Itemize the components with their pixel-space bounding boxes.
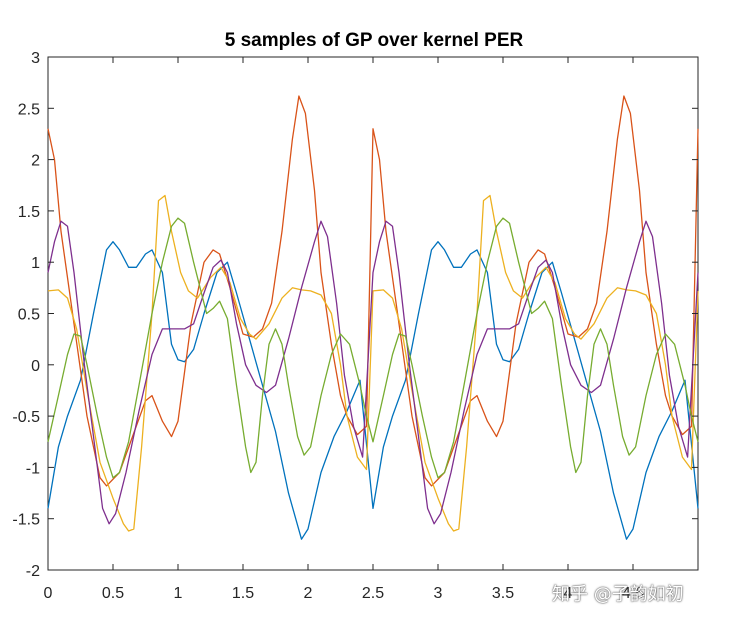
y-tick-label: -0.5 — [12, 409, 40, 426]
x-tick-label: 0.5 — [102, 585, 124, 602]
x-tick-label: 2.5 — [362, 585, 384, 602]
series-line-2 — [47, 95, 699, 487]
y-tick-label: 1 — [31, 255, 40, 272]
x-tick-label: 3.5 — [492, 585, 514, 602]
y-tick-label: 2 — [31, 153, 40, 170]
x-tick-label: 3 — [434, 585, 443, 602]
axis-layer: 0 0.5 1 1.5 2 2.5 3 3.5 4 4.5 -2 -1.5 -1 -0.5 0 0.5 1 1.5… — [12, 50, 698, 602]
x-tick-label: 1 — [174, 585, 183, 602]
series-line-3 — [47, 194, 699, 532]
x-tick-label: 4 — [564, 585, 573, 602]
y-tick-label: -1.5 — [12, 512, 40, 529]
y-tick-label: 3 — [31, 50, 40, 67]
x-tick-label: 4.5 — [622, 585, 644, 602]
x-tick-label: 1.5 — [232, 585, 254, 602]
y-tick-label: 0.5 — [18, 307, 40, 324]
watermark: 知乎 @子韵如初 — [552, 584, 684, 605]
series-line-1 — [47, 241, 699, 540]
y-tick-label: -2 — [26, 563, 40, 580]
y-tick-label: 2.5 — [18, 101, 40, 118]
series-line-5 — [47, 217, 699, 479]
y-tick-label: 0 — [31, 358, 40, 375]
series-layer — [47, 95, 699, 540]
x-tick-label: 0 — [44, 585, 53, 602]
series-line-4 — [47, 220, 699, 525]
chart-title: 5 samples of GP over kernel PER — [225, 30, 524, 51]
y-tick-label: 1.5 — [18, 204, 40, 221]
y-tick-label: -1 — [26, 460, 40, 477]
x-tick-label: 2 — [304, 585, 313, 602]
